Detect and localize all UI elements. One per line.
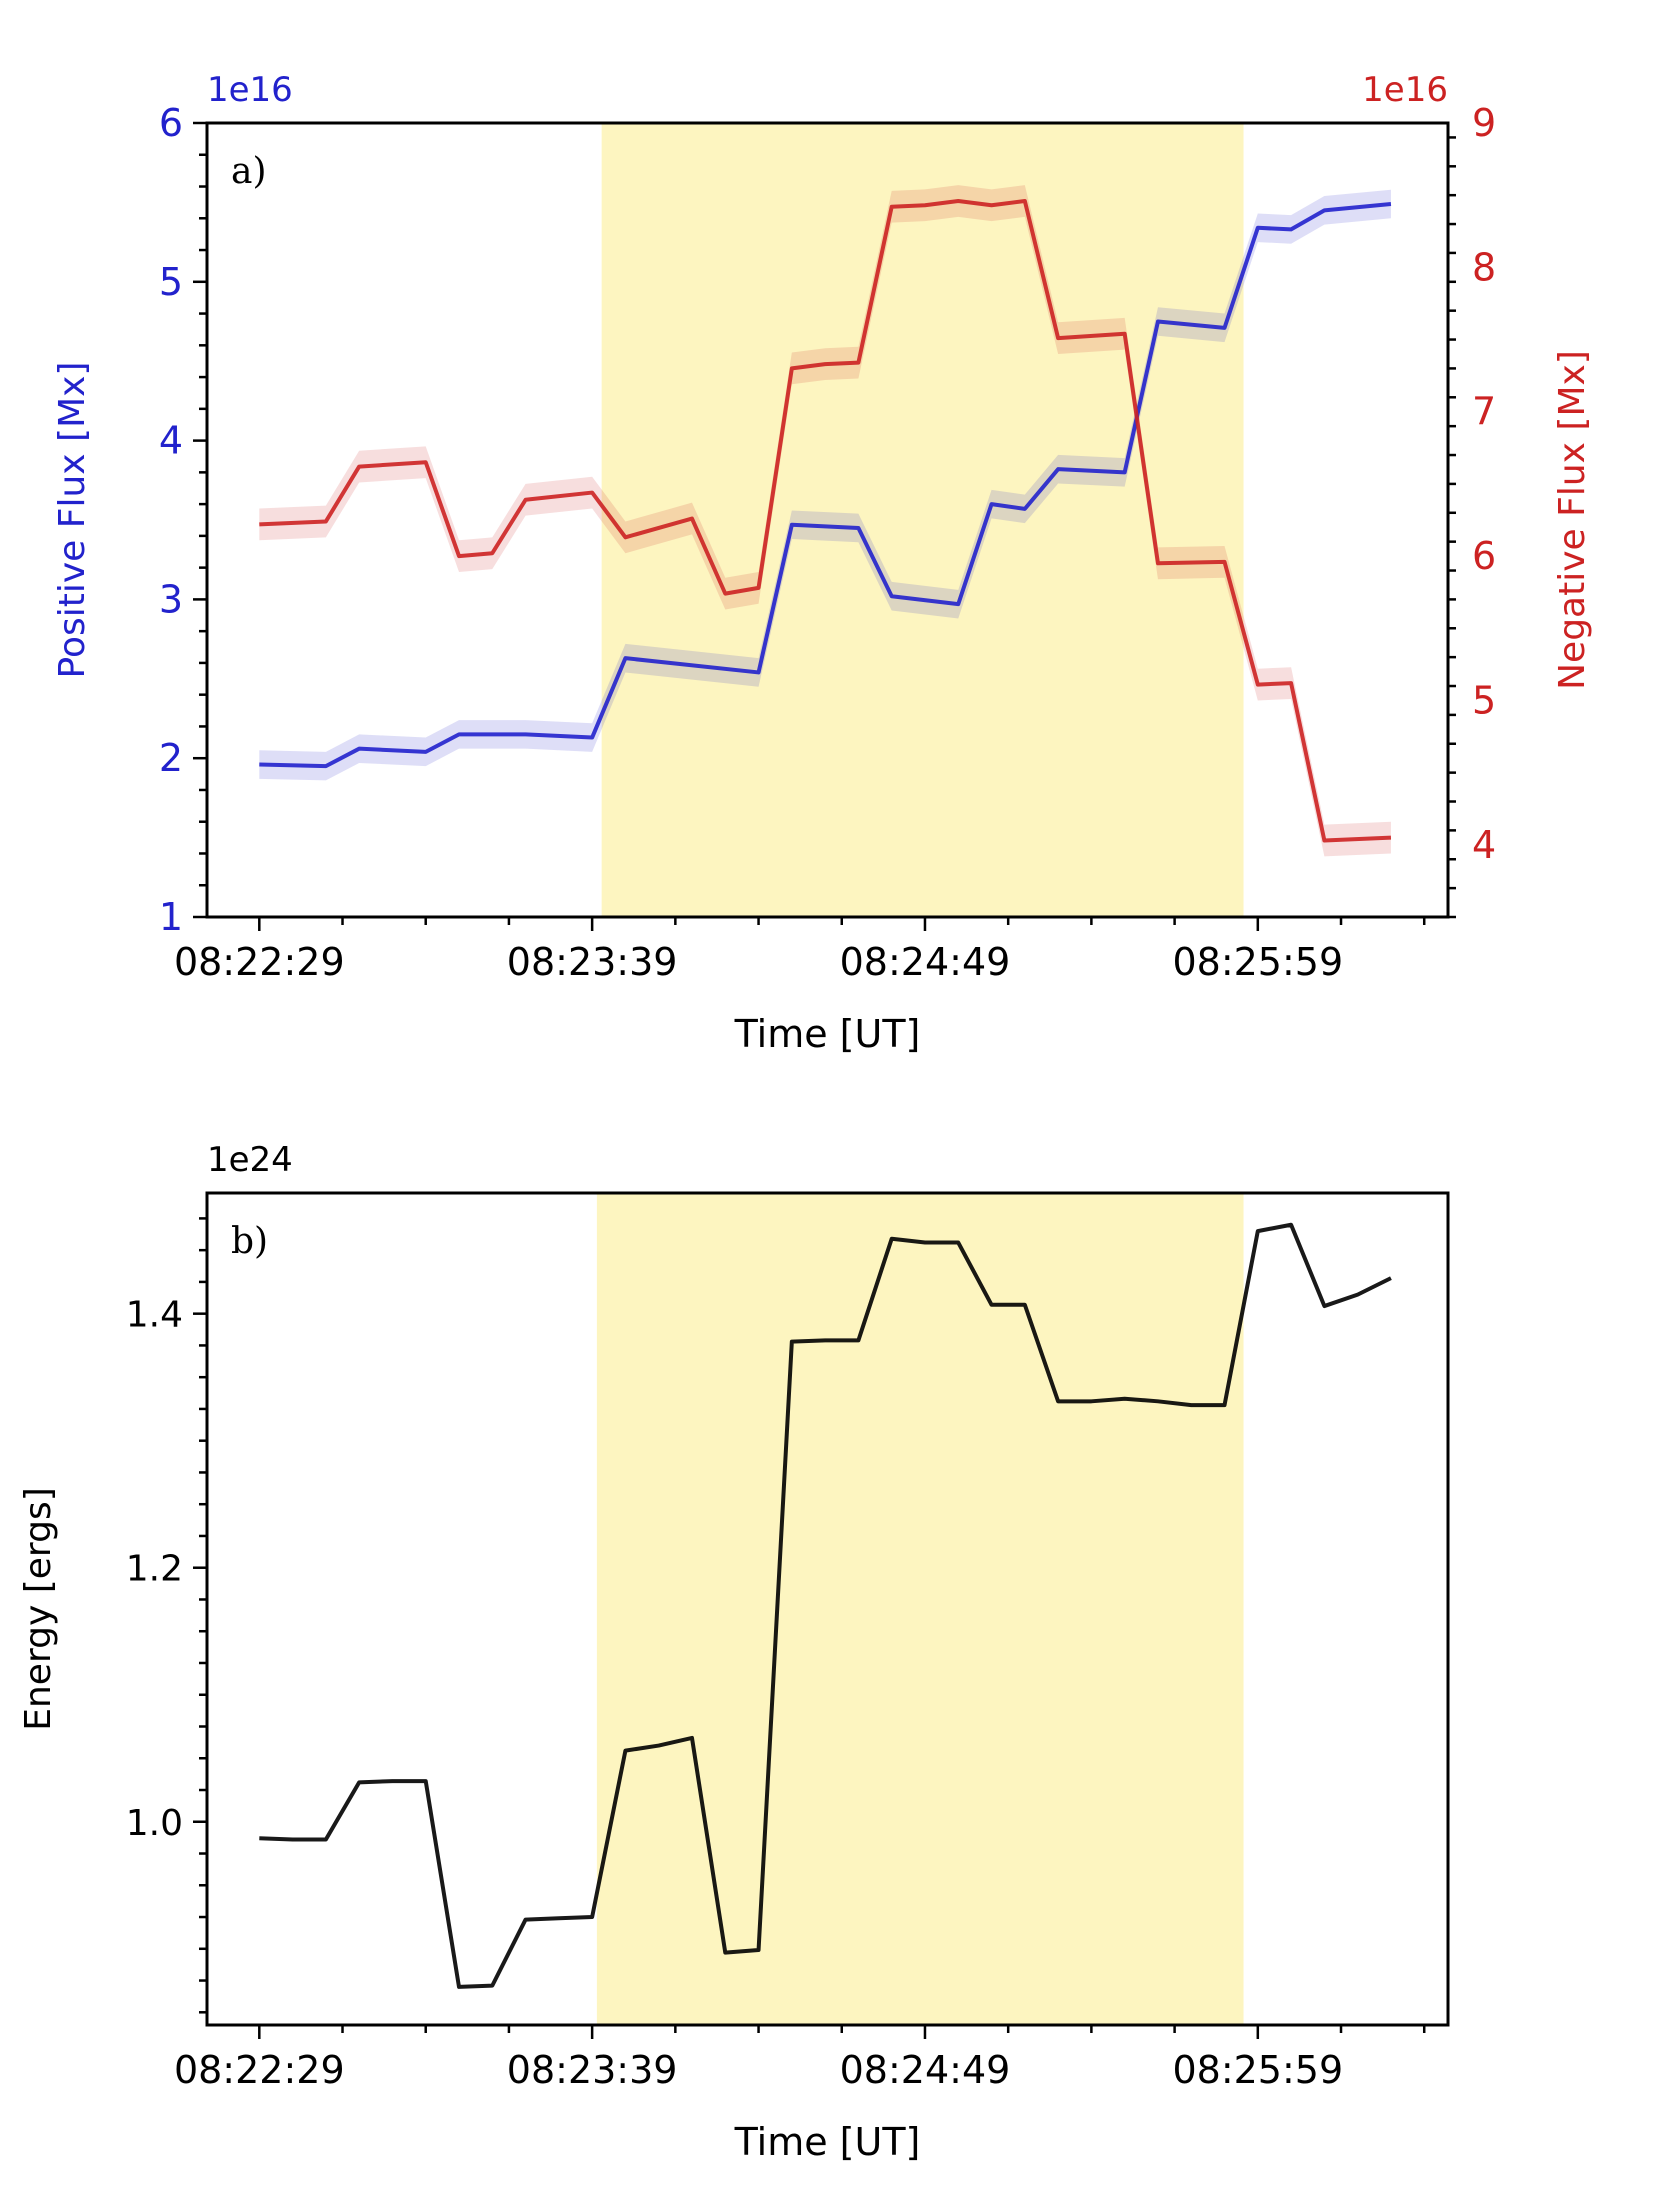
right-y-tick-label: 6 [1472, 534, 1496, 578]
right-y-tick-label: 7 [1472, 390, 1496, 434]
right-y-tick-label: 4 [1472, 823, 1496, 867]
series-0-line [259, 1222, 1392, 1989]
y-tick-label: 1.4 [126, 1295, 183, 1336]
panel-a-label: a) [231, 151, 267, 192]
left-y-tick-label: 3 [159, 577, 183, 621]
x-tick-label: 08:22:29 [174, 940, 345, 984]
panel-b-y-label: Energy [ergs] [18, 1487, 59, 1731]
panel-b-x-label: Time [UT] [734, 2120, 921, 2164]
right-y-tick-label: 9 [1472, 101, 1496, 145]
panel-a-right-multiplier: 1e16 [1362, 70, 1448, 110]
panel-a-x-label: Time [UT] [734, 1012, 921, 1056]
panel-a-right-y-label: Negative Flux [Mx] [1552, 350, 1593, 690]
panel-a-left-y-axis: 1 2 3 4 5 6 [159, 101, 207, 939]
panel-b-x-axis: 08:22:29 08:23:39 08:24:49 08:25:59 [174, 2025, 1426, 2092]
panel-b-highlight-span [596, 1193, 1244, 2025]
panel-a-plot-frame [205, 121, 1450, 919]
panel-a-highlight-span [601, 123, 1244, 917]
panel-a-x-axis: 08:22:29 08:23:39 08:24:49 08:25:59 [174, 917, 1426, 984]
x-tick-label: 08:23:39 [507, 940, 678, 984]
left-y-tick-label: 6 [159, 101, 183, 145]
panel-b-multiplier: 1e24 [207, 1140, 293, 1180]
series-1-line [259, 198, 1392, 843]
x-tick-label: 08:25:59 [1172, 2048, 1343, 2092]
x-tick-label: 08:25:59 [1172, 940, 1343, 984]
x-tick-label: 08:22:29 [174, 2048, 345, 2092]
panel-b-series-lines [259, 1222, 1392, 1989]
left-y-tick-label: 4 [159, 419, 183, 463]
panel-b-plot-frame [205, 1191, 1450, 2027]
panel-a-flux-chart: 08:22:29 08:23:39 08:24:49 08:25:59 123456 … [52, 70, 1593, 1056]
left-y-tick-label: 2 [159, 736, 183, 780]
x-tick-label: 08:24:49 [840, 2048, 1011, 2092]
panel-b-y-axis: 1.0 1.2 1.4 [126, 1217, 207, 2014]
panel-a-right-y-axis: 4 5 6 7 8 9 [1448, 101, 1496, 919]
panel-b-energy-chart: 08:22:29 08:23:39 08:24:49 08:25:59 1.01.21… [18, 1140, 1450, 2164]
panel-b-label: b) [231, 1221, 268, 1262]
left-y-tick-label: 5 [159, 260, 183, 304]
panel-a-left-multiplier: 1e16 [207, 70, 293, 110]
right-y-tick-label: 5 [1472, 678, 1496, 722]
left-y-tick-label: 1 [159, 895, 183, 939]
y-tick-label: 1.0 [126, 1803, 183, 1844]
panel-a-series-lines [259, 198, 1392, 843]
series-0-line [259, 201, 1392, 769]
x-tick-label: 08:24:49 [840, 940, 1011, 984]
x-tick-label: 08:23:39 [507, 2048, 678, 2092]
y-tick-label: 1.2 [126, 1549, 183, 1590]
panel-a-left-y-label: Positive Flux [Mx] [52, 362, 93, 679]
right-y-tick-label: 8 [1472, 245, 1496, 289]
